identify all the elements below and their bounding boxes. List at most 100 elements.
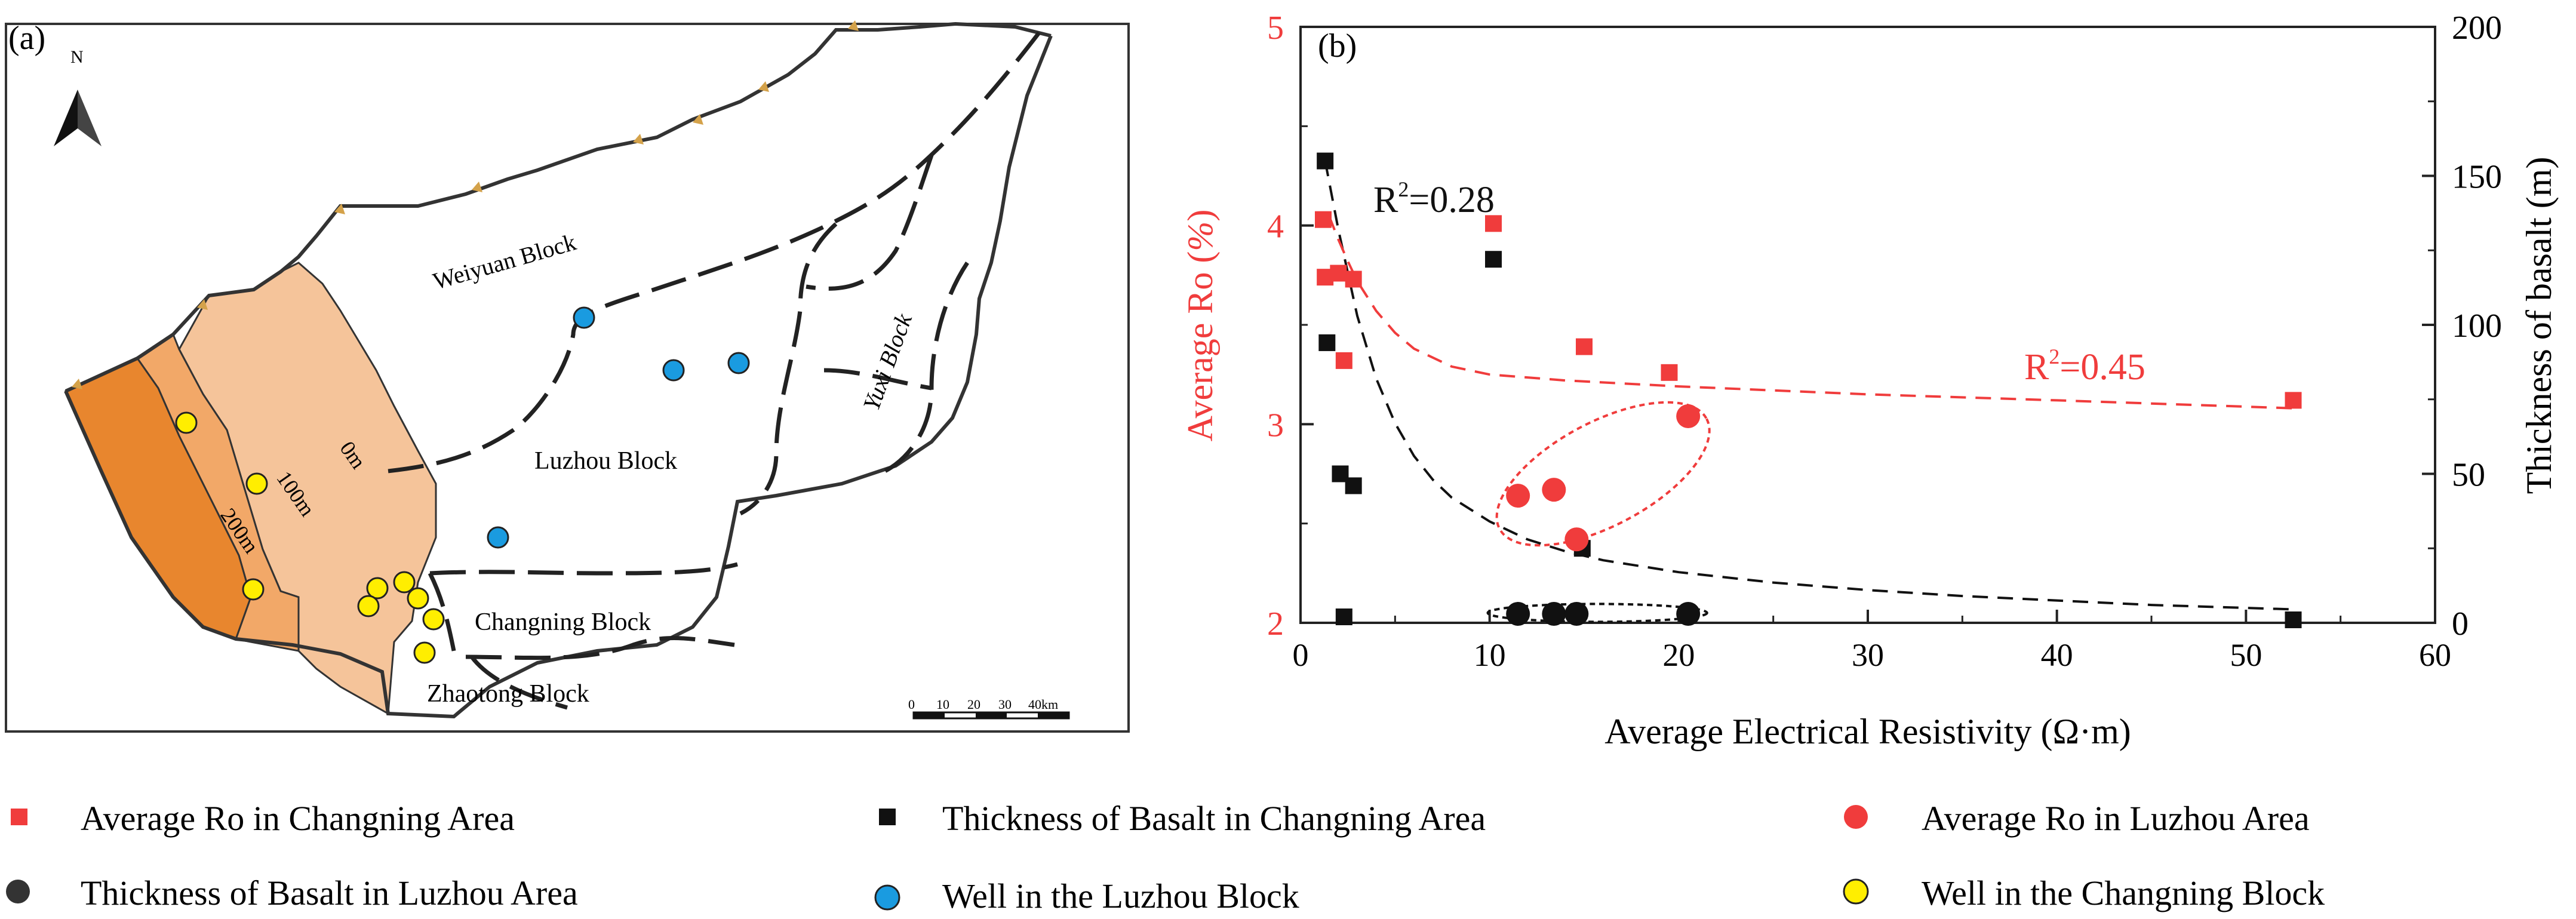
wells-luzhou	[487, 306, 750, 549]
well-changning	[422, 608, 445, 631]
southern-boundary	[64, 35, 1053, 719]
well-luzhou	[573, 306, 595, 329]
data-point-square	[1345, 271, 1362, 288]
legend-marker-circle-red	[1844, 805, 1868, 829]
fit-label-base: R	[1373, 180, 1398, 220]
legend-marker-circle-blue	[874, 884, 900, 911]
data-point-circle	[1506, 602, 1530, 626]
label-zhaotong-block: Zhaotong Block	[427, 680, 589, 708]
y-right-tick-label: 150	[2452, 159, 2502, 196]
scale-bar: 0 10 20 30 40km	[908, 697, 1070, 720]
legend-label: Average Ro in Luzhou Area	[1922, 799, 2310, 838]
well-luzhou	[727, 352, 750, 374]
y-left-axis-label: Average Ro (%)	[1181, 210, 1220, 442]
data-point-square	[1318, 334, 1336, 351]
well-changning	[242, 578, 265, 601]
data-point-square	[1335, 352, 1352, 369]
fit-curves	[1324, 161, 2294, 611]
data-point-circle	[1542, 478, 1566, 502]
scale-tick-label: 40km	[1028, 697, 1058, 712]
highlight-ellipse	[1495, 401, 1711, 547]
fit-label-value: =0.28	[1409, 180, 1494, 220]
x-tick-label: 30	[1852, 637, 1884, 673]
legend-marker-square-black	[879, 809, 896, 825]
data-point-square	[2285, 611, 2302, 629]
data-point-square	[2285, 392, 2302, 409]
basin-boundary	[64, 21, 1052, 393]
x-tick-label: 0	[1293, 637, 1309, 673]
fit-curve	[1327, 215, 2294, 410]
y-left-label-part: Average Ro (	[1181, 251, 1220, 442]
y-left-tick-label: 5	[1267, 10, 1284, 47]
panel-b-label: (b)	[1318, 27, 1357, 64]
x-tick-label: 20	[1662, 637, 1695, 673]
well-changning	[357, 595, 380, 617]
data-point-circle	[1564, 602, 1589, 626]
data-point-circle	[1506, 484, 1530, 508]
fault-lines	[382, 31, 1041, 710]
x-tick-label: 40	[2041, 637, 2073, 673]
legend-label: Well in the Luzhou Block	[942, 877, 1299, 915]
fit-curve	[1324, 161, 2294, 611]
y-left-label-permil: %	[1181, 222, 1220, 251]
label-luzhou-block: Luzhou Block	[534, 447, 677, 475]
y-left-axis-ticks: 2 3 4 5	[1267, 10, 1314, 643]
data-marks	[1315, 152, 2302, 629]
legend-marker-square-red	[11, 809, 27, 825]
data-point-square	[1315, 211, 1332, 228]
north-label: N	[70, 47, 84, 67]
y-right-axis-label: Thickness of basalt (m)	[2519, 157, 2559, 494]
y-right-tick-label: 100	[2452, 308, 2502, 345]
data-point-square	[1317, 152, 1334, 170]
data-point-circle	[1676, 404, 1701, 429]
x-axis-ticks: 0 10 20 30 40 50 60	[1293, 610, 2451, 673]
x-tick-label: 10	[1474, 637, 1506, 673]
y-left-label-part: )	[1181, 210, 1220, 222]
data-point-square	[1335, 608, 1352, 626]
legend-label: Thickness of Basalt in Luzhou Area	[81, 874, 578, 912]
fit-label-black: R2=0.28	[1373, 177, 1495, 220]
north-arrow-icon: N	[54, 47, 102, 146]
thrust-ticks	[72, 20, 859, 389]
legend: Average Ro in Changning Area Thickness o…	[6, 799, 2325, 915]
label-changning-block: Changning Block	[475, 608, 651, 636]
legend-label: Average Ro in Changning Area	[81, 799, 515, 838]
legend-marker-circle-yellow	[1843, 878, 1869, 905]
fit-label-sup: 2	[1398, 177, 1409, 201]
panel-a-map: N (a) Weiyuan Block Luzhou Block Yuxi Bl…	[5, 20, 1130, 733]
data-point-circle	[1676, 602, 1701, 626]
well-changning	[366, 577, 389, 600]
data-point-circle	[1542, 602, 1566, 626]
data-point-square	[1330, 265, 1347, 282]
well-luzhou	[487, 526, 509, 549]
well-changning	[393, 571, 416, 594]
data-point-square	[1345, 477, 1362, 494]
plot-frame	[1299, 26, 2436, 624]
data-point-square	[1485, 215, 1502, 232]
scale-tick-label: 0	[908, 697, 915, 712]
y-right-axis-ticks: 0 50 100 150 200	[2422, 10, 2502, 643]
y-left-tick-label: 4	[1267, 208, 1284, 245]
fit-label-red: R2=0.45	[2024, 345, 2145, 388]
legend-marker-circle-dark	[6, 880, 30, 903]
y-right-tick-label: 0	[2452, 606, 2469, 643]
legend-label: Well in the Changning Block	[1922, 874, 2325, 912]
x-tick-label: 50	[2230, 637, 2262, 673]
data-point-square	[1661, 364, 1678, 381]
panel-a-label: (a)	[8, 20, 45, 57]
scale-tick-label: 30	[998, 697, 1012, 712]
y-right-tick-label: 200	[2452, 10, 2502, 47]
scale-tick-label: 20	[967, 697, 980, 712]
legend-label: Thickness of Basalt in Changning Area	[942, 799, 1486, 838]
data-point-square	[1576, 338, 1593, 355]
fit-label-base: R	[2024, 347, 2049, 388]
y-left-tick-label: 2	[1267, 606, 1284, 643]
y-left-tick-label: 3	[1267, 407, 1284, 444]
wells-changning	[175, 411, 445, 664]
well-changning	[407, 587, 429, 610]
y-right-tick-label: 50	[2452, 457, 2485, 494]
well-luzhou	[662, 359, 685, 382]
data-point-circle	[1564, 527, 1589, 552]
well-changning	[245, 472, 268, 495]
fit-label-sup: 2	[2049, 345, 2059, 368]
